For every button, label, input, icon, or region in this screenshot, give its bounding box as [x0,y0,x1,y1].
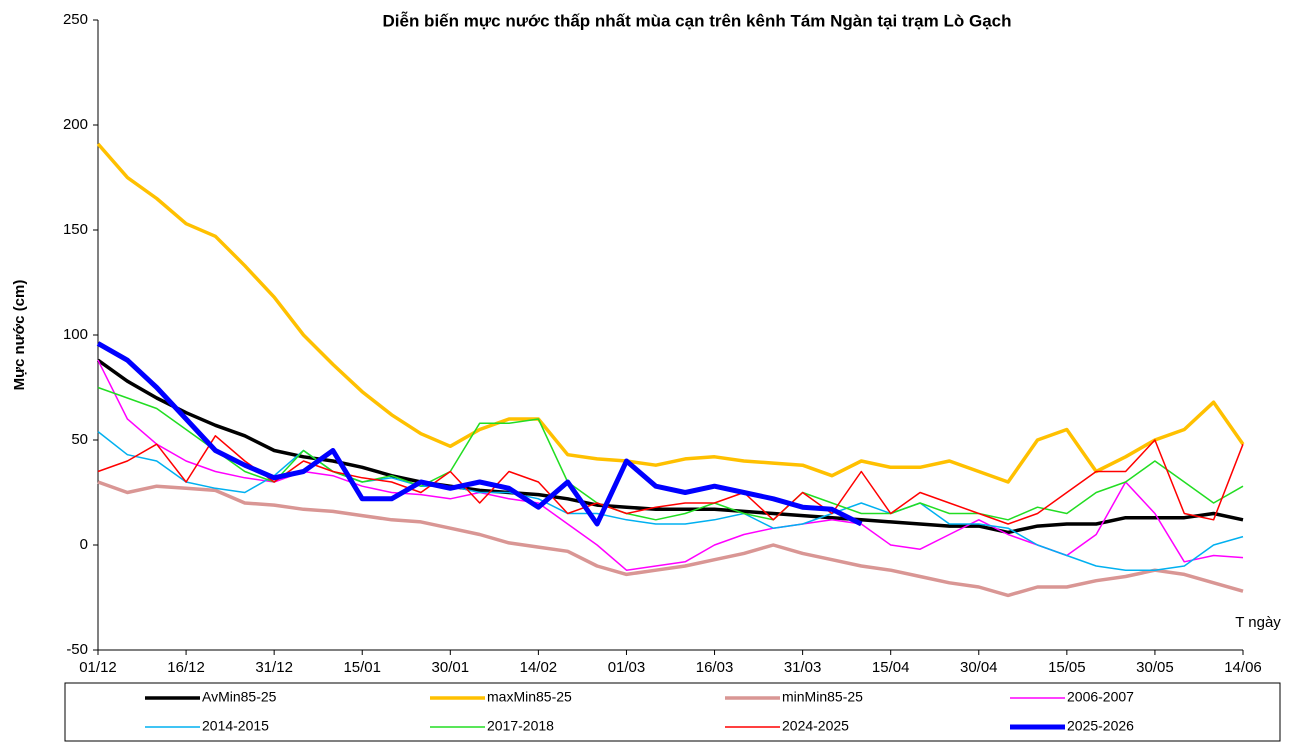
series-line [96,341,863,527]
series-line [97,431,1244,571]
x-tick-label: 15/01 [343,659,381,676]
x-tick-label: 15/05 [1048,659,1086,676]
series-line [97,386,1244,521]
legend-label: AvMin85-25 [202,689,277,705]
y-tick-label: 0 [80,536,88,553]
y-tick-label: 250 [63,11,88,28]
series-line [97,435,1244,525]
y-tick-label: -50 [66,641,88,658]
x-tick-label: 01/03 [608,659,646,676]
y-tick-label: 100 [63,326,88,343]
x-tick-label: 31/03 [784,659,822,676]
legend-box [64,682,1281,742]
x-tick-label: 31/12 [255,659,293,676]
series-line [97,480,1244,598]
legend-label: 2006-2007 [1067,689,1134,705]
chart-title: Diễn biến mực nước thấp nhất mùa cạn trê… [383,11,1012,30]
x-tick-label: 30/01 [432,659,470,676]
y-tick-label: 150 [63,221,88,238]
x-tick-label: 15/04 [872,659,910,676]
series-line [97,359,1244,571]
x-tick-label: 14/06 [1224,659,1262,676]
legend-label: 2024-2025 [782,718,849,734]
x-tick-label: 16/12 [167,659,205,676]
legend-label: 2014-2015 [202,718,269,734]
legend-label: maxMin85-25 [487,689,572,705]
y-tick-label: 50 [71,431,88,448]
legend-label: 2025-2026 [1067,718,1134,734]
legend-label: minMin85-25 [782,689,863,705]
x-tick-label: 30/04 [960,659,998,676]
y-axis-label: Mực nước (cm) [11,280,28,391]
series-line [96,358,1244,535]
x-tick-label: 01/12 [79,659,117,676]
x-tick-label: 16/03 [696,659,734,676]
x-axis-label: T ngày [1235,614,1281,631]
y-tick-label: 200 [63,116,88,133]
legend-label: 2017-2018 [487,718,554,734]
series-line [96,142,1245,484]
x-tick-label: 14/02 [520,659,558,676]
x-tick-label: 30/05 [1136,659,1174,676]
